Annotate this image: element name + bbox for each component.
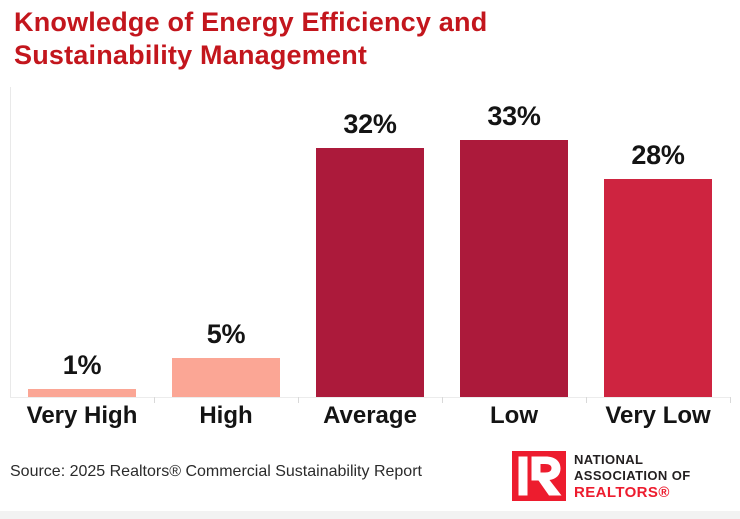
- category-label-average: Average: [323, 402, 417, 429]
- bar-slot-high: 5%: [154, 87, 298, 397]
- page-title-line-2: Sustainability Management: [14, 40, 368, 70]
- bar-slot-very-low: 28%: [586, 87, 730, 397]
- category-label-low: Low: [490, 402, 538, 429]
- x-axis-tick: [154, 397, 155, 403]
- bar-high: [172, 358, 280, 397]
- x-axis-tick: [730, 397, 731, 403]
- x-axis-tick: [298, 397, 299, 403]
- bar-value-label-low: 33%: [487, 101, 541, 131]
- nar-logo-line-2: ASSOCIATION OF: [574, 468, 691, 483]
- bar-value-label-very-low: 28%: [631, 140, 685, 170]
- page-title: Knowledge of Energy Efficiency and Susta…: [14, 6, 487, 72]
- nar-logo: NATIONAL ASSOCIATION OF REALTORS®: [512, 451, 691, 501]
- bar-value-label-high: 5%: [206, 319, 246, 349]
- bar-slot-very-high: 1%: [10, 87, 154, 397]
- bottom-edge-strip: [0, 511, 740, 519]
- nar-logo-text: NATIONAL ASSOCIATION OF REALTORS®: [574, 451, 691, 501]
- bar-value-label-average: 32%: [343, 109, 397, 139]
- nar-logo-line-3: REALTORS®: [574, 484, 670, 501]
- bar-slot-low: 33%: [442, 87, 586, 397]
- bar-slot-average: 32%: [298, 87, 442, 397]
- x-axis-tick: [586, 397, 587, 403]
- category-label-high: High: [199, 402, 253, 429]
- x-axis-tick: [442, 397, 443, 403]
- category-labels-row: Very High High Average Low Very Low: [10, 402, 730, 430]
- y-axis-line: [10, 87, 11, 398]
- nar-block-r-icon: [512, 451, 566, 501]
- bar-very-high: [28, 389, 136, 397]
- bar-value-label-very-high: 1%: [62, 350, 102, 380]
- category-label-very-low: Very Low: [605, 402, 711, 429]
- source-text: Source: 2025 Realtors® Commercial Sustai…: [10, 463, 422, 480]
- bar-chart: 1% 5% 32% 33% 28%: [10, 87, 731, 403]
- x-axis-line: [10, 397, 730, 398]
- page-title-line-1: Knowledge of Energy Efficiency and: [14, 7, 488, 37]
- bar-low: [460, 140, 568, 397]
- category-label-very-high: Very High: [26, 402, 138, 429]
- bar-very-low: [604, 179, 712, 397]
- bars-container: 1% 5% 32% 33% 28%: [10, 87, 730, 397]
- nar-logo-line-1: NATIONAL: [574, 452, 644, 467]
- bar-average: [316, 148, 424, 397]
